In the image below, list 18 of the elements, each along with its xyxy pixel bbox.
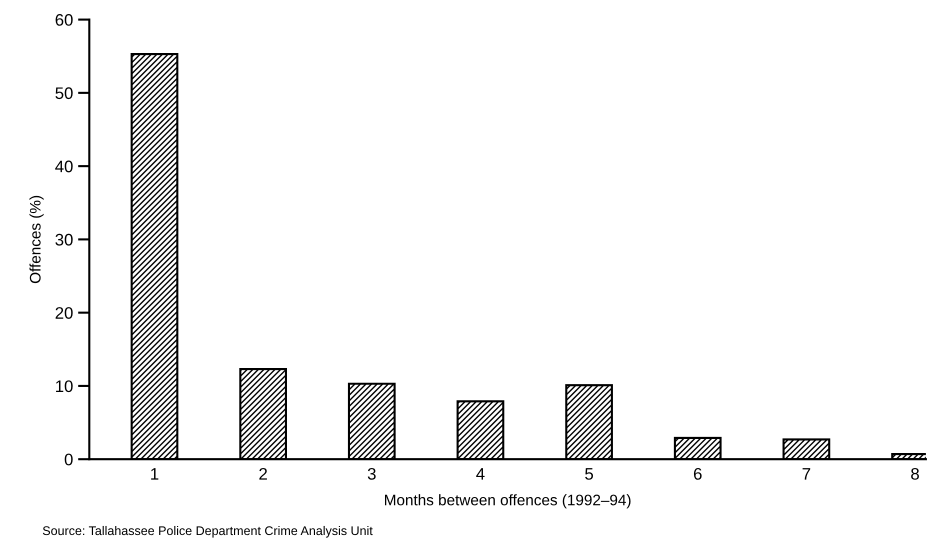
x-tick-label: 1	[151, 468, 158, 480]
x-tick-label: 6	[694, 468, 702, 480]
x-tick-label: 8	[911, 468, 919, 480]
x-tick-label: 2	[259, 468, 267, 480]
x-tick-label: 7	[802, 468, 810, 480]
x-tick-label: 3	[368, 468, 376, 480]
y-tick-label: 40	[55, 160, 73, 172]
y-tick-label: 60	[56, 14, 73, 26]
y-tick-label: 30	[55, 234, 73, 246]
y-tick-label: 50	[55, 87, 73, 100]
y-tick-label: 10	[56, 380, 73, 392]
source-note: Source: Tallahassee Police Department Crime Analysis Unit	[42, 526, 373, 538]
x-tick-label: 5	[585, 468, 594, 480]
y-tick-label: 20	[56, 307, 73, 319]
y-tick-label: 0	[64, 454, 73, 466]
y-axis-title: Offences (%)	[29, 196, 44, 284]
x-tick-label: 4	[476, 468, 485, 480]
x-axis-title: Months between offences (1992–94)	[384, 494, 631, 508]
